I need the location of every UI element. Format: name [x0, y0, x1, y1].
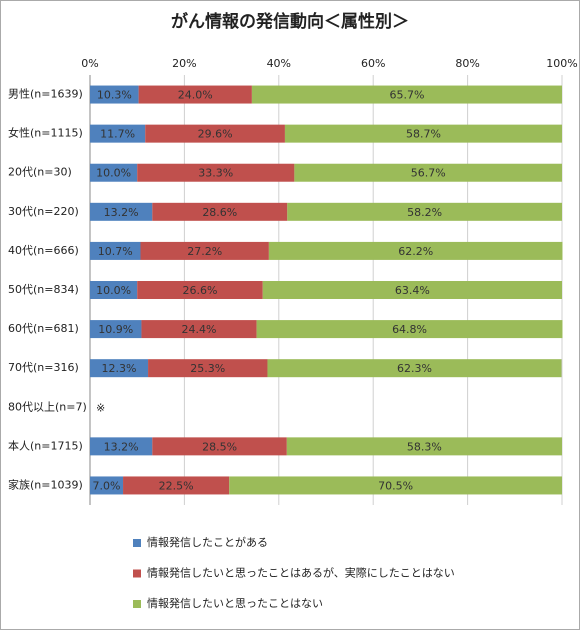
x-tick-label: 80%: [455, 57, 479, 70]
bar-segment: [229, 476, 563, 495]
bar-segment: [148, 359, 268, 378]
value-label: 58.3%: [407, 440, 442, 453]
chart-title: がん情報の発信動向＜属性別＞: [171, 11, 409, 32]
value-label: 13.2%: [104, 440, 139, 453]
value-label: 11.7%: [100, 128, 135, 141]
bar-segment: [284, 124, 562, 143]
value-label: 70.5%: [378, 479, 413, 492]
bar-segment: [256, 320, 563, 339]
bar-segment: [138, 85, 252, 104]
legend-swatch: [133, 569, 141, 578]
x-tick-label: 20%: [172, 57, 196, 70]
bar-segment: [137, 163, 295, 182]
y-tick-label: 30代(n=220): [8, 205, 79, 218]
bar-segment: [152, 202, 288, 221]
x-tick-label: 100%: [546, 57, 577, 70]
x-tick-label: 0%: [81, 57, 98, 70]
value-label: 10.0%: [96, 167, 131, 180]
legend-swatch: [133, 600, 141, 608]
legend-label: 情報発信したいと思ったことはない: [147, 596, 323, 610]
value-label: 28.6%: [202, 206, 237, 219]
y-tick-label: 80代以上(n=7): [8, 400, 87, 413]
value-label: 12.3%: [102, 362, 137, 375]
y-tick-label: 40代(n=666): [8, 244, 79, 257]
bar-segment: [286, 437, 562, 456]
bar-segment: [267, 359, 562, 378]
bar-segment: [294, 163, 562, 182]
value-label: 24.4%: [182, 323, 217, 336]
annotation: ※: [96, 401, 105, 414]
value-label: 25.3%: [190, 362, 225, 375]
value-label: 24.0%: [178, 89, 213, 102]
value-label: 10.9%: [98, 323, 133, 336]
y-tick-label: 50代(n=834): [8, 283, 79, 296]
value-label: 64.8%: [392, 323, 427, 336]
value-label: 29.6%: [198, 128, 233, 141]
bar-segment: [90, 359, 149, 378]
value-label: 7.0%: [93, 479, 121, 492]
value-label: 65.7%: [389, 89, 424, 102]
y-tick-label: 女性(n=1115): [8, 126, 83, 140]
value-label: 27.2%: [187, 245, 222, 258]
bar-segment: [90, 320, 142, 339]
bar-segment: [90, 124, 146, 143]
bar-segment: [251, 85, 562, 104]
value-label: 22.5%: [159, 479, 194, 492]
bar-segment: [262, 281, 562, 299]
bar-segment: [140, 241, 269, 260]
bar-segment: [90, 241, 141, 260]
legend-label: 情報発信したいと思ったことはあるが、実際にしたことはない: [147, 566, 455, 580]
legend-swatch: [133, 539, 141, 547]
value-label: 58.2%: [407, 206, 442, 219]
bar-segment: [268, 241, 563, 260]
bar-segment: [287, 202, 562, 221]
y-tick-label: 本人(n=1715): [8, 438, 83, 452]
x-tick-label: 40%: [267, 57, 291, 70]
y-tick-label: 70代(n=316): [8, 361, 79, 374]
bar-segment: [137, 281, 263, 299]
value-label: 62.2%: [398, 245, 433, 258]
value-label: 58.7%: [406, 128, 441, 141]
bar-segment: [141, 320, 257, 339]
y-tick-label: 60代(n=681): [8, 322, 79, 335]
bar-segment: [90, 202, 153, 221]
x-tick-label: 60%: [361, 57, 385, 70]
value-label: 10.3%: [97, 89, 132, 102]
value-label: 62.3%: [397, 362, 432, 375]
value-label: 26.6%: [182, 284, 217, 297]
y-tick-label: 男性(n=1639): [8, 87, 83, 101]
bar-segment: [123, 476, 230, 495]
bar-segment: [90, 437, 153, 456]
value-label: 10.7%: [98, 245, 133, 258]
legend-label: 情報発信したことがある: [147, 535, 268, 549]
value-label: 63.4%: [395, 284, 430, 297]
value-label: 33.3%: [198, 167, 233, 180]
bar-segment: [90, 85, 139, 104]
bar-segment: [90, 281, 138, 299]
bar-segment: [152, 437, 287, 456]
bar-segment: [90, 163, 138, 182]
y-tick-label: 家族(n=1039): [8, 477, 83, 491]
bar-segment: [90, 476, 124, 495]
value-label: 10.0%: [96, 284, 131, 297]
y-tick-label: 20代(n=30): [8, 166, 72, 179]
bar-segment: [145, 124, 285, 143]
value-label: 13.2%: [104, 206, 139, 219]
value-label: 56.7%: [411, 167, 446, 180]
value-label: 28.5%: [202, 440, 237, 453]
